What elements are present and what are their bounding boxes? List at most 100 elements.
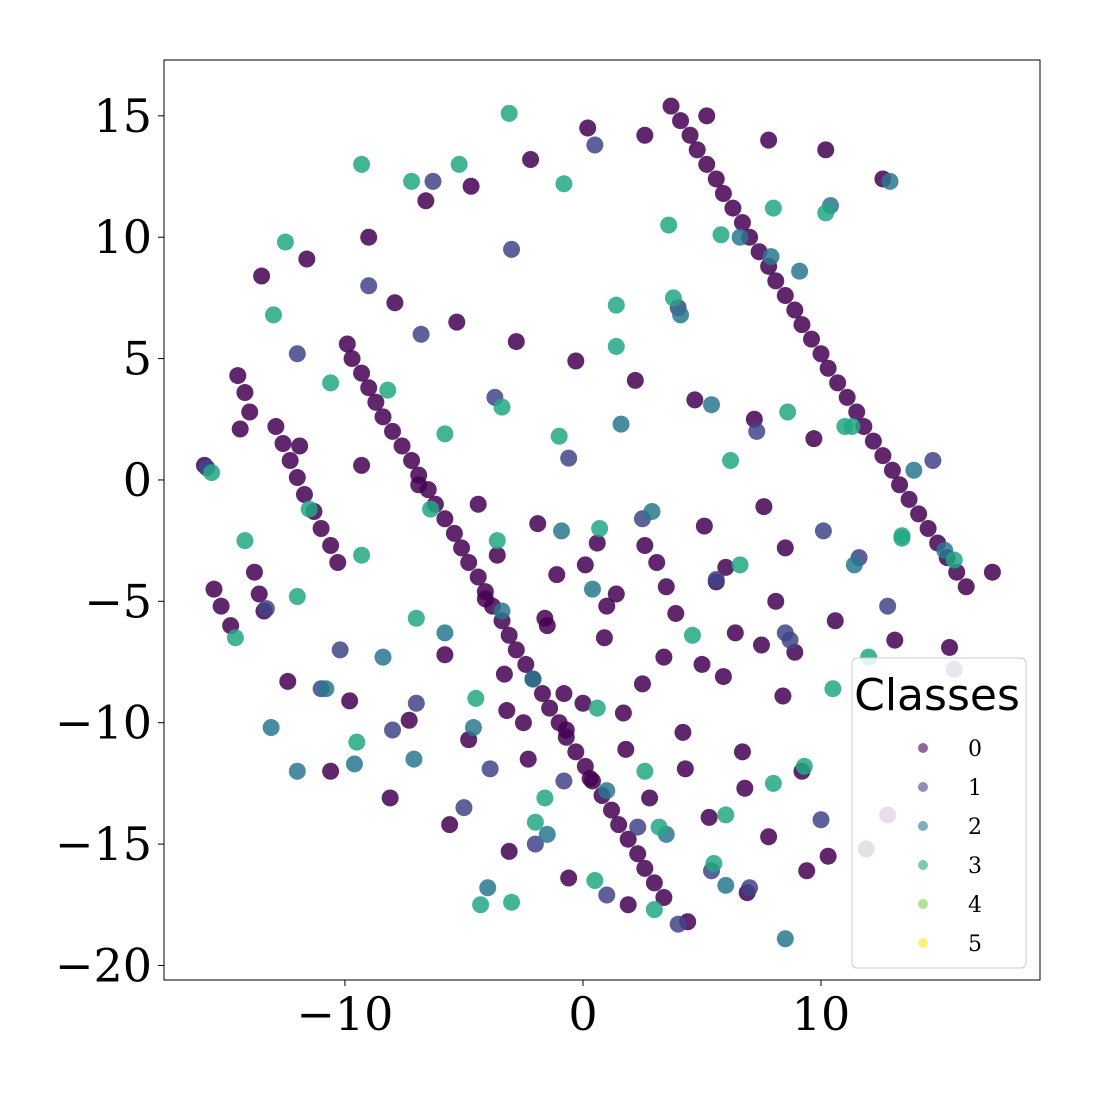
point-class-0 — [667, 604, 685, 622]
point-class-0 — [588, 534, 606, 552]
point-class-3 — [712, 226, 730, 244]
point-class-3 — [436, 425, 454, 443]
point-class-2 — [493, 602, 511, 620]
point-class-0 — [567, 352, 585, 370]
point-class-0 — [229, 367, 247, 385]
point-class-0 — [674, 723, 692, 741]
point-class-0 — [724, 199, 742, 217]
point-class-0 — [322, 762, 340, 780]
point-class-1 — [598, 886, 616, 904]
point-class-0 — [676, 760, 694, 778]
point-class-3 — [588, 699, 606, 717]
point-class-1 — [384, 721, 402, 739]
point-class-0 — [755, 498, 773, 516]
point-class-0 — [826, 612, 844, 630]
point-class-2 — [262, 719, 280, 737]
point-class-3 — [265, 306, 282, 324]
point-class-0 — [776, 539, 794, 557]
point-class-0 — [726, 624, 744, 642]
y-tick-label: 10 — [93, 210, 152, 264]
point-class-0 — [848, 403, 866, 421]
point-class-1 — [814, 522, 832, 540]
point-class-0 — [288, 469, 306, 487]
point-class-0 — [538, 617, 556, 635]
point-class-0 — [574, 694, 592, 712]
point-class-0 — [752, 636, 770, 654]
legend-title: Classes — [854, 670, 1020, 721]
point-class-0 — [786, 301, 804, 319]
point-class-2 — [881, 172, 899, 190]
point-class-0 — [448, 313, 466, 331]
point-class-2 — [643, 503, 661, 521]
point-class-1 — [781, 631, 799, 649]
point-class-0 — [714, 668, 732, 686]
point-class-0 — [819, 847, 837, 865]
point-class-0 — [610, 816, 628, 834]
point-class-0 — [393, 437, 411, 455]
point-class-0 — [250, 585, 268, 603]
point-class-3 — [731, 556, 749, 574]
point-class-0 — [655, 648, 673, 666]
point-class-0 — [629, 845, 647, 863]
point-class-1 — [629, 818, 647, 836]
point-class-2 — [553, 522, 571, 540]
point-class-0 — [648, 553, 666, 571]
point-class-0 — [910, 505, 928, 523]
point-class-0 — [733, 743, 751, 761]
point-class-0 — [343, 350, 361, 368]
point-class-0 — [519, 750, 537, 768]
point-class-0 — [386, 294, 404, 312]
legend-marker-1 — [918, 782, 928, 792]
point-class-0 — [410, 476, 428, 494]
point-class-0 — [381, 789, 399, 807]
point-class-3 — [586, 871, 604, 889]
point-class-3 — [945, 551, 963, 569]
legend-entries: 0 1 2 3 4 5 — [918, 737, 982, 957]
point-class-1 — [526, 835, 544, 853]
point-class-0 — [686, 391, 704, 409]
point-class-0 — [500, 626, 518, 644]
point-class-3 — [607, 296, 625, 314]
legend-label-5: 5 — [968, 932, 982, 957]
point-class-0 — [291, 437, 309, 455]
point-class-0 — [488, 546, 506, 564]
point-class-0 — [698, 107, 716, 125]
y-tick-label: 15 — [93, 89, 152, 143]
point-class-0 — [581, 770, 599, 788]
point-class-3 — [322, 374, 340, 392]
point-class-0 — [498, 702, 516, 720]
point-class-1 — [503, 240, 521, 258]
point-class-3 — [288, 587, 306, 605]
point-class-3 — [276, 233, 294, 251]
point-class-2 — [776, 930, 794, 948]
point-class-0 — [417, 192, 435, 210]
points-layer — [195, 97, 1001, 948]
point-class-1 — [360, 277, 378, 295]
point-class-0 — [462, 177, 480, 195]
legend-marker-4 — [918, 899, 928, 909]
point-class-0 — [567, 743, 585, 761]
point-class-0 — [312, 519, 330, 537]
point-class-0 — [445, 524, 463, 542]
point-class-1 — [331, 641, 349, 659]
point-class-0 — [645, 874, 663, 892]
point-class-0 — [707, 170, 725, 188]
point-class-0 — [603, 801, 621, 819]
point-class-3 — [203, 464, 221, 482]
point-class-0 — [617, 740, 635, 758]
point-class-0 — [533, 685, 551, 703]
point-class-1 — [586, 136, 604, 154]
point-class-0 — [529, 515, 547, 533]
point-class-0 — [495, 665, 513, 683]
point-class-0 — [891, 476, 909, 494]
point-class-0 — [360, 228, 378, 246]
point-class-0 — [812, 345, 830, 363]
point-class-0 — [941, 638, 959, 656]
y-tick-label: 5 — [123, 332, 152, 386]
point-class-3 — [893, 529, 911, 547]
point-class-0 — [983, 563, 1001, 581]
point-class-0 — [864, 432, 882, 450]
point-class-1 — [288, 345, 306, 363]
point-class-3 — [503, 893, 521, 911]
